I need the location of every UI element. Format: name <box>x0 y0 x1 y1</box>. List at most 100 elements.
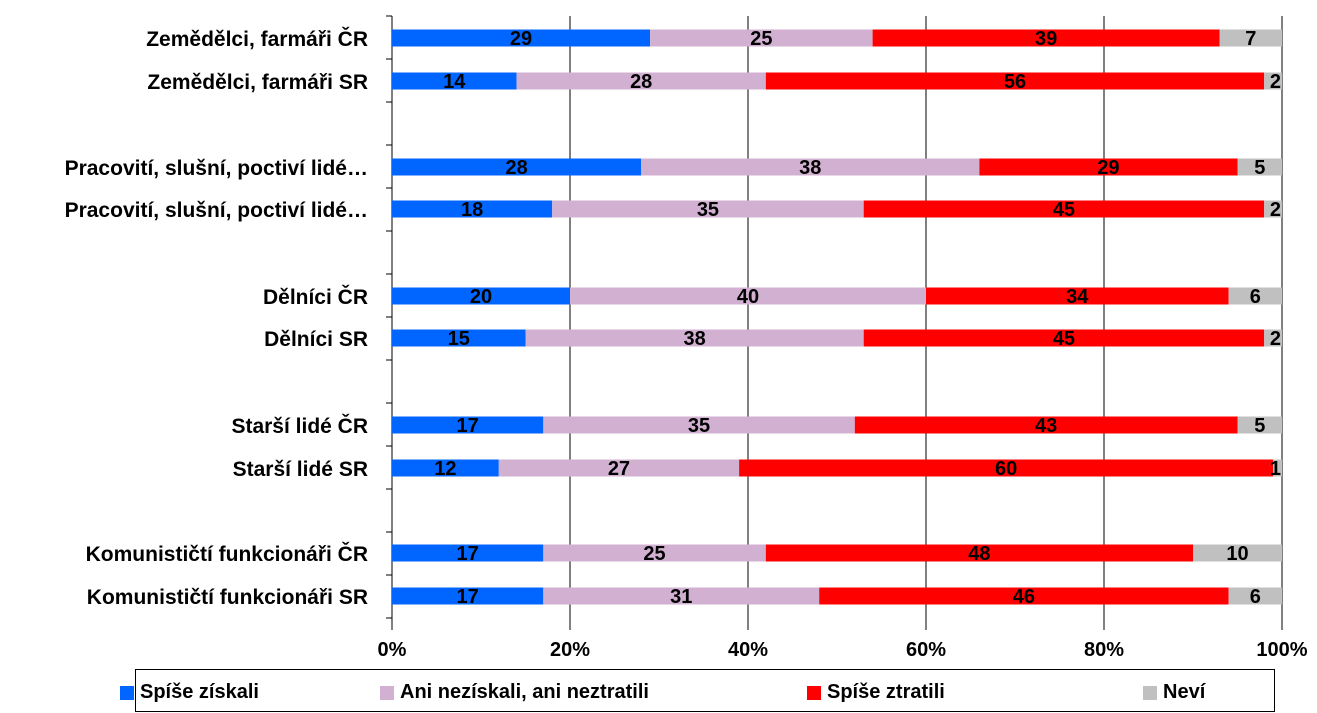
legend-label: Spíše ztratili <box>827 681 945 703</box>
bar-segment <box>516 72 766 90</box>
data-label: 29 <box>1097 157 1119 179</box>
bar-segment <box>1264 200 1282 218</box>
bar-segment <box>543 587 820 605</box>
bar-segment <box>765 544 1193 562</box>
x-tick-label: 0% <box>378 639 407 661</box>
category-label: Zemědělci, farmáři ČR <box>146 27 368 51</box>
data-label: 43 <box>1035 415 1057 437</box>
data-label: 28 <box>630 71 652 93</box>
bar-segment <box>543 416 855 434</box>
data-label: 39 <box>1035 28 1057 50</box>
bar-segment <box>765 72 1265 90</box>
data-label: 6 <box>1250 286 1261 308</box>
data-label: 38 <box>799 157 821 179</box>
bar-segment <box>1273 459 1282 477</box>
bar-segment <box>1264 72 1282 90</box>
bar-segment <box>872 29 1220 47</box>
bar-segment <box>1228 587 1282 605</box>
bar-segment <box>863 329 1265 347</box>
data-label: 20 <box>470 286 492 308</box>
data-label: 35 <box>697 199 719 221</box>
data-label: 1 <box>1270 458 1281 480</box>
legend-item: Neví <box>1143 681 1205 704</box>
bar-segment <box>1228 287 1282 305</box>
legend-item: Spíše získali <box>120 681 259 704</box>
bar-segment <box>650 29 873 47</box>
data-label: 6 <box>1250 586 1261 608</box>
x-tick-label: 20% <box>550 639 590 661</box>
data-label: 34 <box>1066 286 1089 308</box>
bar-segment <box>863 200 1265 218</box>
legend-swatch <box>1143 685 1157 700</box>
bar-segment <box>1264 329 1282 347</box>
legend: Spíše získali Ani nezískali, ani neztrati… <box>120 669 1275 712</box>
legend-label: Spíše získali <box>140 681 259 703</box>
bar-segment <box>392 416 544 434</box>
bar-segment <box>854 416 1238 434</box>
data-label: 31 <box>670 586 692 608</box>
data-label: 5 <box>1254 157 1265 179</box>
data-label: 14 <box>443 71 466 93</box>
bar-segment <box>392 72 517 90</box>
data-label: 40 <box>737 286 759 308</box>
data-label: 25 <box>643 543 665 565</box>
x-tick-label: 80% <box>1084 639 1124 661</box>
legend-label: Ani nezískali, ani neztratili <box>400 681 649 703</box>
x-tick-label: 60% <box>906 639 946 661</box>
bar-segment <box>570 287 926 305</box>
x-tick-label: 100% <box>1256 639 1307 661</box>
data-label: 7 <box>1245 28 1256 50</box>
bar-segment <box>392 29 651 47</box>
bar-segment <box>392 200 553 218</box>
legend-swatch <box>120 685 134 700</box>
bar-segment <box>819 587 1229 605</box>
data-label: 10 <box>1226 543 1248 565</box>
data-label: 45 <box>1053 199 1075 221</box>
x-tick-label: 40% <box>728 639 768 661</box>
bar-segment <box>552 200 864 218</box>
bar-segment <box>392 587 544 605</box>
legend-swatch <box>807 685 821 700</box>
data-label: 60 <box>995 458 1017 480</box>
category-label: Pracovití, slušní, poctiví lidé… <box>65 199 368 222</box>
data-label: 2 <box>1270 199 1281 221</box>
category-label: Dělníci ČR <box>263 285 368 309</box>
category-label: Starší lidé ČR <box>231 414 368 438</box>
data-label: 17 <box>457 543 479 565</box>
bar-segment <box>1237 416 1282 434</box>
bar-segment <box>1193 544 1282 562</box>
bar-segment <box>525 329 864 347</box>
data-label: 38 <box>683 328 705 350</box>
bar-segment <box>641 158 980 176</box>
data-label: 48 <box>968 543 990 565</box>
data-label: 2 <box>1270 328 1281 350</box>
bar-segment <box>498 459 740 477</box>
data-label: 45 <box>1053 328 1075 350</box>
bar-segment <box>392 287 570 305</box>
data-label: 15 <box>448 328 470 350</box>
bar-segment <box>979 158 1238 176</box>
category-label: Komunističtí funkcionáři ČR <box>86 542 368 566</box>
data-label: 17 <box>457 586 479 608</box>
bar-segment <box>392 158 642 176</box>
bar-segment <box>392 329 526 347</box>
legend-item: Ani nezískali, ani neztratili <box>380 681 649 704</box>
bar-segment <box>926 287 1229 305</box>
category-label: Dělníci SR <box>264 328 368 351</box>
bar-segment <box>739 459 1274 477</box>
legend-label: Neví <box>1163 681 1206 703</box>
category-label: Pracovití, slušní, poctiví lidé… <box>65 157 368 180</box>
data-label: 46 <box>1013 586 1035 608</box>
bar-segment <box>1219 29 1282 47</box>
data-label: 18 <box>461 199 483 221</box>
legend-item: Spíše ztratili <box>807 681 945 704</box>
legend-swatch <box>380 685 394 700</box>
category-label: Starší lidé SR <box>233 458 368 481</box>
data-label: 28 <box>505 157 527 179</box>
data-label: 2 <box>1270 71 1281 93</box>
data-label: 12 <box>434 458 456 480</box>
data-label: 29 <box>510 28 532 50</box>
bar-segment <box>1237 158 1282 176</box>
data-label: 56 <box>1004 71 1026 93</box>
